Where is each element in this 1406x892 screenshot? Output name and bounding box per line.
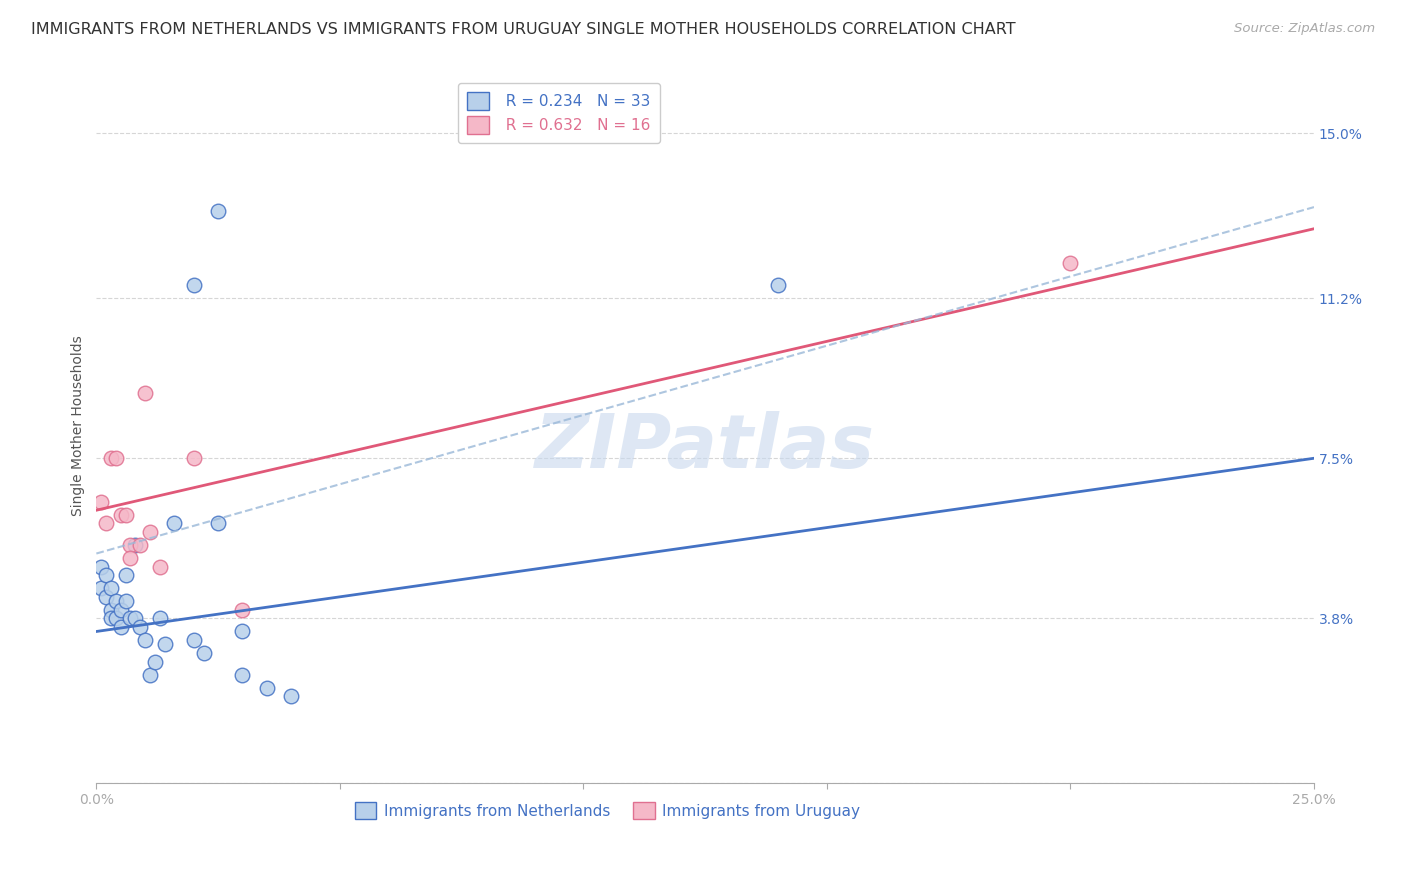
- Point: [193, 646, 215, 660]
- Point: [163, 516, 186, 531]
- Point: [134, 386, 156, 401]
- Point: [90, 581, 112, 595]
- Point: [768, 278, 790, 293]
- Point: [100, 611, 122, 625]
- Text: ZIPatlas: ZIPatlas: [536, 410, 875, 483]
- Point: [129, 620, 152, 634]
- Point: [94, 590, 117, 604]
- Y-axis label: Single Mother Households: Single Mother Households: [72, 335, 86, 516]
- Point: [100, 581, 122, 595]
- Point: [153, 637, 176, 651]
- Point: [104, 611, 127, 625]
- Point: [231, 624, 253, 639]
- Text: Source: ZipAtlas.com: Source: ZipAtlas.com: [1234, 22, 1375, 36]
- Point: [94, 568, 117, 582]
- Point: [114, 594, 136, 608]
- Point: [94, 516, 117, 531]
- Point: [114, 508, 136, 522]
- Point: [231, 667, 253, 681]
- Point: [207, 204, 229, 219]
- Point: [129, 538, 152, 552]
- Point: [207, 516, 229, 531]
- Point: [110, 508, 132, 522]
- Point: [120, 611, 142, 625]
- Point: [183, 278, 205, 293]
- Point: [183, 451, 205, 466]
- Point: [90, 494, 112, 508]
- Point: [231, 603, 253, 617]
- Point: [104, 594, 127, 608]
- Point: [100, 603, 122, 617]
- Point: [280, 690, 302, 704]
- Point: [139, 524, 162, 539]
- Text: IMMIGRANTS FROM NETHERLANDS VS IMMIGRANTS FROM URUGUAY SINGLE MOTHER HOUSEHOLDS : IMMIGRANTS FROM NETHERLANDS VS IMMIGRANT…: [31, 22, 1015, 37]
- Point: [104, 451, 127, 466]
- Point: [120, 538, 142, 552]
- Point: [149, 559, 172, 574]
- Point: [100, 451, 122, 466]
- Point: [90, 559, 112, 574]
- Legend: Immigrants from Netherlands, Immigrants from Uruguay: Immigrants from Netherlands, Immigrants …: [349, 796, 866, 825]
- Point: [139, 667, 162, 681]
- Point: [143, 655, 166, 669]
- Point: [114, 568, 136, 582]
- Point: [124, 611, 146, 625]
- Point: [1059, 256, 1081, 270]
- Point: [110, 603, 132, 617]
- Point: [256, 681, 278, 695]
- Point: [183, 633, 205, 648]
- Point: [149, 611, 172, 625]
- Point: [110, 620, 132, 634]
- Point: [124, 538, 146, 552]
- Point: [134, 633, 156, 648]
- Point: [120, 550, 142, 565]
